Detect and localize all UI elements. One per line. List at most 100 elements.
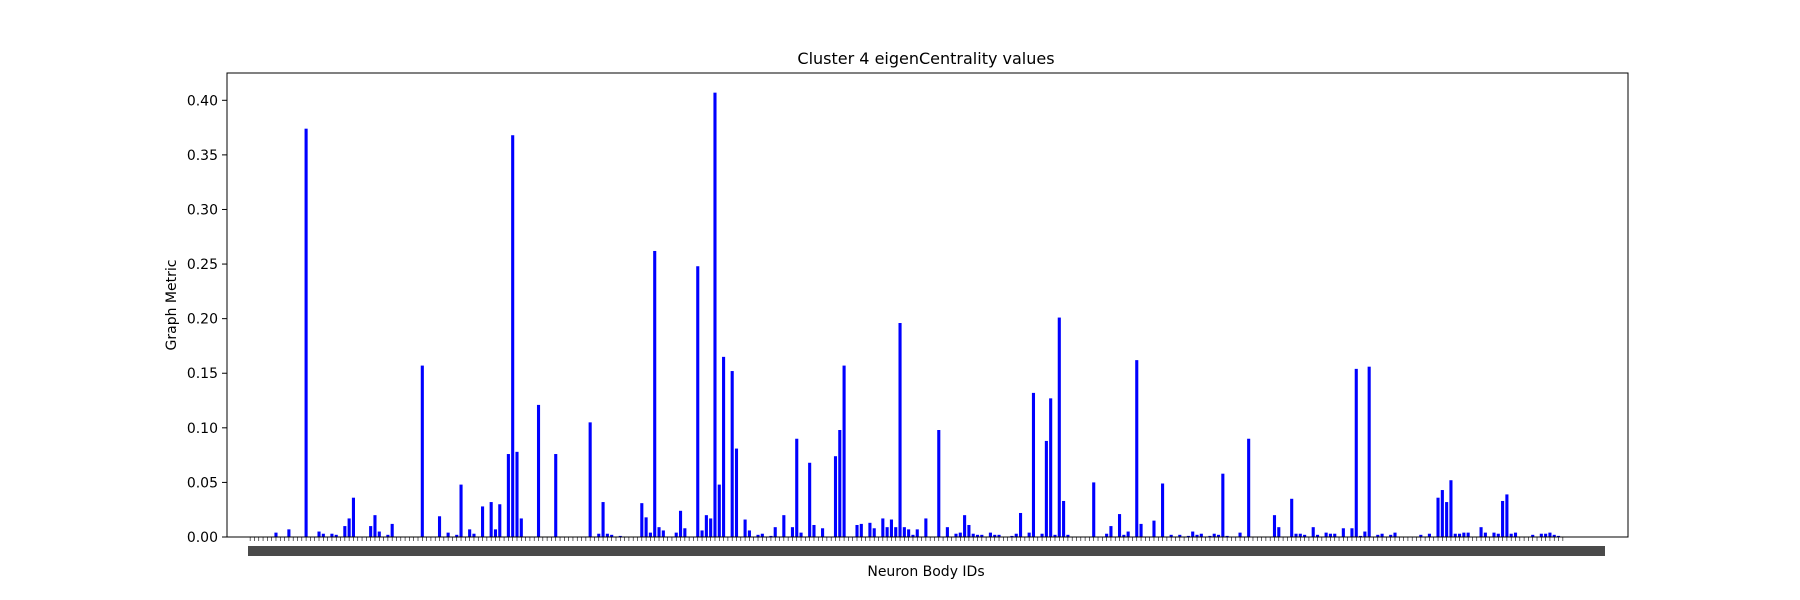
bar-124: [782, 515, 786, 537]
bar-137: [838, 430, 842, 537]
bar-115: [743, 519, 747, 537]
bar-165: [958, 532, 962, 537]
chart-title: Cluster 4 eigenCentrality values: [797, 49, 1054, 68]
bar-168: [971, 533, 975, 537]
bar-166: [963, 515, 967, 537]
bar-58: [498, 504, 502, 537]
bar-281: [1458, 533, 1462, 537]
y-tick-label: 0.05: [187, 475, 218, 491]
bar-109: [717, 484, 721, 537]
bar-173: [993, 534, 997, 537]
bar-142: [859, 523, 863, 537]
y-tick-label: 0.00: [187, 530, 218, 546]
bar-133: [821, 528, 825, 537]
bar-92: [644, 517, 648, 537]
bar-100: [678, 510, 683, 537]
bar-144: [868, 522, 872, 537]
bar-223: [1208, 535, 1212, 537]
bar-242: [1290, 498, 1294, 537]
bar-106: [704, 515, 708, 537]
bar-293: [1509, 533, 1513, 537]
bar-57: [493, 529, 498, 537]
x-tick-labels-overlapping: [248, 546, 1605, 556]
bar-207: [1139, 523, 1143, 537]
bar-81: [597, 533, 601, 537]
bar-151: [898, 323, 902, 537]
bar-254: [1341, 528, 1345, 537]
bar-174: [997, 534, 1001, 537]
bar-181: [1027, 532, 1031, 537]
bar-220: [1195, 534, 1199, 537]
bar-292: [1505, 494, 1509, 537]
bar-287: [1483, 532, 1487, 537]
bar-263: [1380, 533, 1384, 537]
bar-104: [696, 266, 700, 537]
bar-56: [489, 502, 493, 537]
y-tick-label: 0.20: [187, 312, 218, 328]
bar-138: [842, 365, 846, 537]
y-tick-label: 0.15: [187, 366, 218, 382]
bar-157: [924, 518, 928, 537]
bar-24: [351, 497, 355, 537]
bar-127: [795, 438, 799, 537]
bar-116: [747, 530, 751, 537]
bar-283: [1466, 532, 1470, 537]
bar-280: [1453, 533, 1457, 537]
bar-224: [1212, 533, 1216, 537]
bar-260: [1367, 366, 1371, 537]
bar-105: [700, 530, 704, 537]
bar-136: [833, 456, 838, 537]
bar-187: [1053, 534, 1057, 537]
bar-226: [1221, 473, 1225, 537]
bar-259: [1363, 531, 1367, 537]
bar-48: [455, 534, 459, 537]
bar-128: [799, 532, 803, 537]
bar-190: [1066, 534, 1070, 537]
bar-46: [446, 532, 450, 537]
x-axis-label: Neuron Body IDs: [867, 564, 984, 580]
bar-162: [945, 527, 949, 537]
bar-221: [1199, 533, 1203, 537]
bar-113: [734, 448, 739, 537]
bar-276: [1436, 497, 1440, 537]
bar-218: [1186, 535, 1190, 537]
bar-172: [988, 532, 992, 537]
bar-118: [756, 534, 760, 537]
bar-49: [459, 484, 463, 537]
bar-44: [437, 516, 442, 537]
bar-108: [713, 92, 717, 538]
bar-248: [1315, 534, 1320, 537]
bar-204: [1126, 531, 1130, 537]
bar-196: [1092, 482, 1096, 537]
bar-141: [855, 524, 859, 537]
y-axis-ticks: 0.00 0.05 0.10 0.15 0.20 0.25 0.30 0.35 0.40: [187, 93, 227, 546]
bar-63: [519, 518, 523, 537]
bar-71: [554, 454, 558, 537]
bar-232: [1247, 438, 1251, 537]
bar-266: [1393, 532, 1397, 537]
bar-212: [1161, 483, 1165, 537]
bar-245: [1303, 534, 1307, 537]
bar-170: [980, 534, 984, 537]
bar-9: [287, 529, 291, 537]
bar-239: [1277, 527, 1281, 537]
x-axis-ticks: [248, 537, 1605, 556]
bar-28: [369, 526, 373, 537]
bar-152: [902, 527, 906, 537]
bars-group: [274, 92, 1561, 538]
bar-126: [790, 527, 794, 537]
bar-160: [937, 430, 941, 537]
bar-290: [1496, 533, 1500, 537]
bar-94: [653, 250, 657, 537]
bar-210: [1152, 520, 1156, 537]
bar-17: [321, 533, 325, 537]
bar-83: [605, 533, 609, 537]
y-tick-label: 0.30: [187, 202, 218, 218]
bar-131: [812, 524, 816, 537]
bar-150: [894, 527, 898, 537]
bar-278: [1445, 502, 1449, 537]
bar-189: [1062, 500, 1066, 537]
bar-110: [722, 356, 726, 537]
bar-99: [674, 532, 678, 537]
